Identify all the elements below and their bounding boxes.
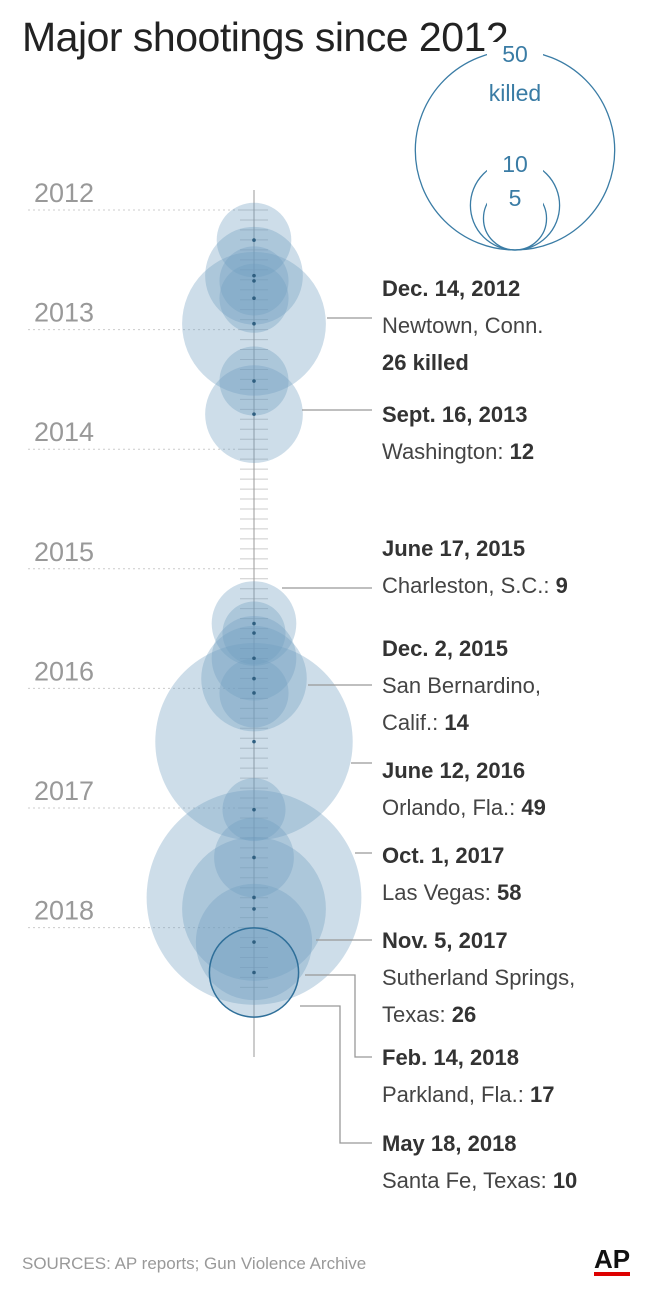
- legend-label: 10: [502, 151, 528, 177]
- legend-label-bg: [487, 81, 543, 105]
- event-dot: [252, 807, 256, 812]
- event-place: Orlando, Fla.:: [382, 795, 522, 820]
- event-dot: [252, 676, 256, 681]
- event-killed: 26: [451, 1002, 477, 1027]
- event-place: Washington:: [382, 439, 510, 464]
- legend-label-bg: [487, 186, 543, 210]
- event-killed: 26 killed: [382, 350, 469, 375]
- source-note: SOURCES: AP reports; Gun Violence Archiv…: [22, 1254, 367, 1273]
- event-killed: 14: [444, 710, 469, 735]
- event-place: Parkland, Fla.:: [382, 1082, 530, 1107]
- event-date: Feb. 14, 2018: [382, 1045, 519, 1070]
- event-label: June 17, 2015 Charleston, S.C.: 9: [382, 530, 568, 604]
- chart-title: Major shootings since 2012: [22, 14, 509, 60]
- event-dot: [252, 273, 256, 278]
- event-label: Dec. 2, 2015 San Bernardino, Calif.: 14: [382, 630, 541, 741]
- event-dot: [252, 691, 256, 695]
- event-label: Sept. 16, 2013 Washington: 12: [382, 396, 534, 470]
- event-label: Oct. 1, 2017 Las Vegas: 58: [382, 837, 521, 911]
- year-tick-label: 2013: [34, 298, 94, 328]
- event-date: May 18, 2018: [382, 1131, 517, 1156]
- event-place-2: Calif.:: [382, 710, 445, 735]
- event-dot: [252, 895, 256, 900]
- event-dot: [252, 631, 256, 635]
- year-tick-label: 2012: [34, 178, 94, 208]
- legend-label: 5: [509, 185, 522, 211]
- event-killed: 58: [496, 880, 522, 905]
- event-dot: [252, 321, 256, 326]
- event-dot: [252, 970, 256, 975]
- year-tick-label: 2016: [34, 656, 94, 686]
- event-place: Sutherland Springs,: [382, 965, 576, 990]
- event-dot: [252, 907, 256, 911]
- event-dot: [252, 238, 256, 242]
- event-place: Newtown, Conn.: [382, 313, 544, 338]
- event-dot: [252, 412, 256, 416]
- event-dot: [252, 621, 256, 626]
- event-date: Sept. 16, 2013: [382, 402, 528, 427]
- event-date: June 17, 2015: [382, 536, 526, 561]
- legend-label: 50: [502, 41, 528, 67]
- event-dot: [252, 379, 256, 383]
- legend-label-bg: [487, 152, 543, 176]
- legend-label-bg: [487, 42, 543, 66]
- leader-line: [305, 974, 372, 1058]
- event-dot: [252, 739, 256, 744]
- year-tick-label: 2018: [34, 896, 94, 926]
- event-dot: [252, 940, 256, 944]
- event-killed: 49: [521, 795, 546, 820]
- event-date: Dec. 2, 2015: [382, 636, 508, 661]
- event-label: Dec. 14, 2012 Newtown, Conn. 26 killed: [382, 270, 543, 381]
- legend-label: killed: [489, 80, 541, 106]
- year-tick-label: 2017: [34, 776, 94, 806]
- event-place: Santa Fe, Texas:: [382, 1168, 553, 1193]
- event-label: June 12, 2016 Orlando, Fla.: 49: [382, 752, 546, 826]
- leader-line: [300, 1005, 372, 1144]
- year-tick-label: 2014: [34, 417, 94, 447]
- event-dot: [252, 656, 256, 661]
- event-killed: 17: [529, 1082, 555, 1107]
- event-place-2: Texas:: [382, 1002, 452, 1027]
- year-tick-label: 2015: [34, 537, 94, 567]
- event-label: May 18, 2018 Santa Fe, Texas: 10: [382, 1125, 577, 1199]
- event-dot: [252, 296, 256, 301]
- event-killed: 10: [552, 1168, 578, 1193]
- event-place: Charleston, S.C.:: [382, 573, 556, 598]
- event-label: Feb. 14, 2018 Parkland, Fla.: 17: [382, 1039, 554, 1113]
- event-date: Nov. 5, 2017: [382, 928, 508, 953]
- event-date: Dec. 14, 2012: [382, 276, 521, 301]
- event-killed: 12: [509, 439, 535, 464]
- event-place: Las Vegas:: [382, 880, 497, 905]
- event-date: Oct. 1, 2017: [382, 843, 505, 868]
- event-label: Nov. 5, 2017 Sutherland Springs, Texas: 26: [382, 922, 575, 1033]
- event-date: June 12, 2016: [382, 758, 526, 783]
- event-dot: [252, 855, 256, 860]
- event-killed: 9: [555, 573, 568, 598]
- event-dot: [252, 279, 256, 283]
- event-place: San Bernardino,: [382, 673, 541, 698]
- ap-logo: AP: [594, 1244, 631, 1276]
